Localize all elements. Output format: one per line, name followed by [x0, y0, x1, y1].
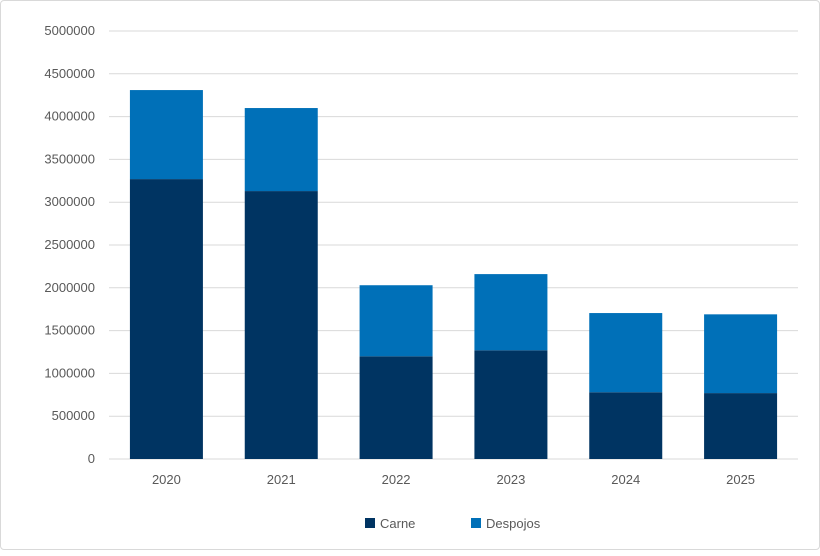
bar-despojos-2025[interactable] — [704, 314, 778, 394]
x-tick-label: 2021 — [267, 472, 296, 487]
y-tick-label: 3000000 — [44, 194, 95, 209]
bar-carne-2022[interactable] — [359, 356, 433, 459]
bar-carne-2023[interactable] — [474, 350, 548, 459]
legend-label-despojos: Despojos — [486, 516, 541, 531]
y-tick-label: 0 — [88, 451, 95, 466]
legend-swatch-carne — [365, 518, 375, 528]
y-tick-label: 1500000 — [44, 323, 95, 338]
y-tick-label: 4500000 — [44, 66, 95, 81]
x-tick-label: 2024 — [611, 472, 640, 487]
legend-swatch-despojos — [471, 518, 481, 528]
x-tick-label: 2023 — [496, 472, 525, 487]
x-tick-label: 2020 — [152, 472, 181, 487]
bar-despojos-2024[interactable] — [589, 313, 663, 393]
legend-label-carne: Carne — [380, 516, 415, 531]
y-tick-label: 3500000 — [44, 151, 95, 166]
x-tick-label: 2025 — [726, 472, 755, 487]
bar-despojos-2023[interactable] — [474, 274, 548, 351]
bar-carne-2024[interactable] — [589, 392, 663, 459]
bar-carne-2025[interactable] — [704, 393, 778, 459]
y-tick-label: 2500000 — [44, 237, 95, 252]
bar-despojos-2022[interactable] — [359, 285, 433, 357]
bar-despojos-2020[interactable] — [129, 90, 203, 180]
y-tick-label: 5000000 — [44, 23, 95, 38]
bar-carne-2020[interactable] — [129, 179, 203, 459]
y-tick-label: 1000000 — [44, 365, 95, 380]
y-tick-label: 4000000 — [44, 109, 95, 124]
y-tick-label: 2000000 — [44, 280, 95, 295]
y-tick-label: 500000 — [52, 408, 95, 423]
bar-carne-2021[interactable] — [244, 191, 318, 459]
x-tick-label: 2022 — [382, 472, 411, 487]
bar-despojos-2021[interactable] — [244, 108, 318, 192]
